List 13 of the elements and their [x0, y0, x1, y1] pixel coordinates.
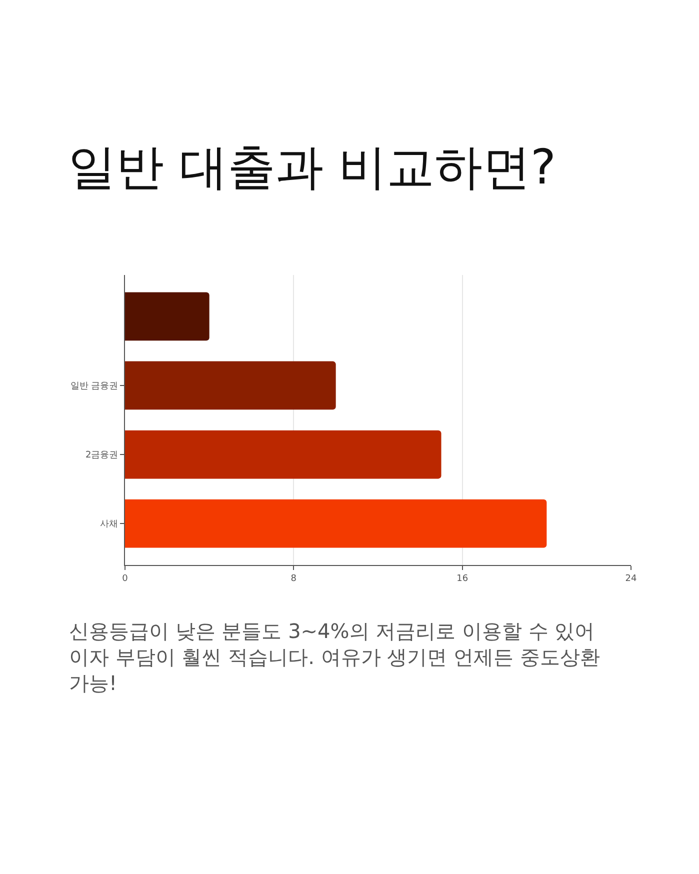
x-tick-label: 8	[290, 574, 297, 584]
bar	[125, 292, 210, 341]
y-tick-label: 2금융권	[85, 450, 118, 461]
x-tick-label: 0	[122, 574, 128, 584]
y-tick-label: 일반 금융권	[70, 382, 118, 392]
bar	[125, 430, 442, 479]
chart-title: 일반 대출과 비교하면?	[68, 140, 556, 196]
text: 신용등급이 낮은 분들도 3~4%의 저금리로 이용할 수 있어 이자 부담이 훨씬 적습니다. 여유가 생기면 언제든 중도상환 가능!	[69, 619, 600, 695]
bar	[125, 361, 336, 410]
y-tick-label: 사채	[100, 520, 118, 530]
bar	[125, 499, 547, 548]
x-tick-label: 24	[625, 574, 637, 584]
x-tick-label: 16	[456, 574, 468, 584]
